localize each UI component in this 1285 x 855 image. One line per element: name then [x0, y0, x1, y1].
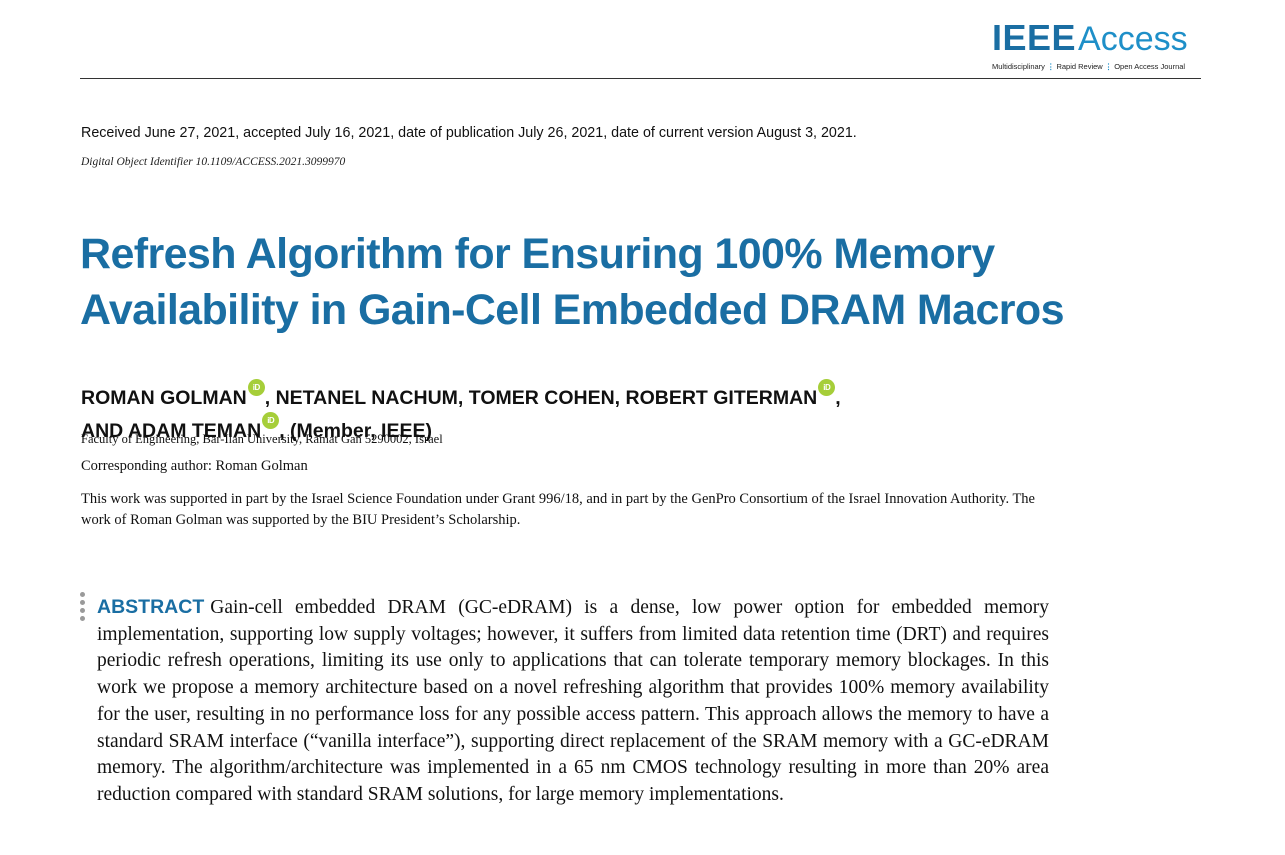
author-name: AND ADAM TEMAN: [81, 420, 262, 442]
orcid-icon[interactable]: iD: [262, 412, 280, 429]
logo-ieee-text: IEEE: [992, 17, 1077, 58]
author-list: ROMAN GOLMAN iD, NETANEL NACHUM, TOMER CO…: [81, 379, 841, 445]
abstract-label: ABSTRACT: [97, 596, 205, 618]
tagline-separator-icon: ⋮: [1104, 62, 1113, 71]
doi-line: Digital Object Identifier 10.1109/ACCESS…: [81, 156, 346, 168]
funding-statement: This work was supported in part by the I…: [81, 491, 1035, 528]
author-names: , NETANEL NACHUM, TOMER COHEN, ROBERT GI…: [264, 387, 818, 409]
orcid-icon[interactable]: iD: [247, 379, 265, 396]
header-divider: [80, 78, 1201, 79]
logo-access-text: Access: [1078, 20, 1188, 58]
paper-title: Refresh Algorithm for Ensuring 100% Memo…: [80, 230, 1064, 334]
received-dates: Received June 27, 2021, accepted July 16…: [81, 125, 857, 141]
orcid-icon[interactable]: iD: [818, 379, 836, 396]
tagline-separator-icon: ⋮: [1046, 62, 1055, 71]
logo-wordmark: IEEEAccess: [992, 17, 1202, 58]
logo-tagline: Multidisciplinary ⋮ Rapid Review ⋮ Open Acce…: [992, 62, 1202, 71]
abstract-paragraph: ABSTRACT Gain-cell embedded DRAM (GC-eDRA…: [97, 594, 1049, 809]
author-membership: , (Member, IEEE): [279, 420, 432, 442]
tagline-item: Multidisciplinary: [992, 62, 1045, 71]
ieee-access-logo: IEEEAccess Multidisciplinary ⋮ Rapid Revie…: [992, 17, 1202, 72]
abstract-marker-icon: [80, 592, 86, 624]
author-name: ROMAN GOLMAN: [81, 387, 247, 409]
corresponding-author: Corresponding author: Roman Golman: [81, 458, 308, 474]
tagline-item: Open Access Journal: [1114, 62, 1186, 71]
author-separator: ,: [835, 387, 841, 409]
tagline-item: Rapid Review: [1056, 62, 1103, 71]
affiliation: Faculty of Engineering, Bar-Ilan Univers…: [81, 432, 443, 446]
abstract-text: Gain-cell embedded DRAM (GC-eDRAM) is a …: [97, 597, 1049, 805]
